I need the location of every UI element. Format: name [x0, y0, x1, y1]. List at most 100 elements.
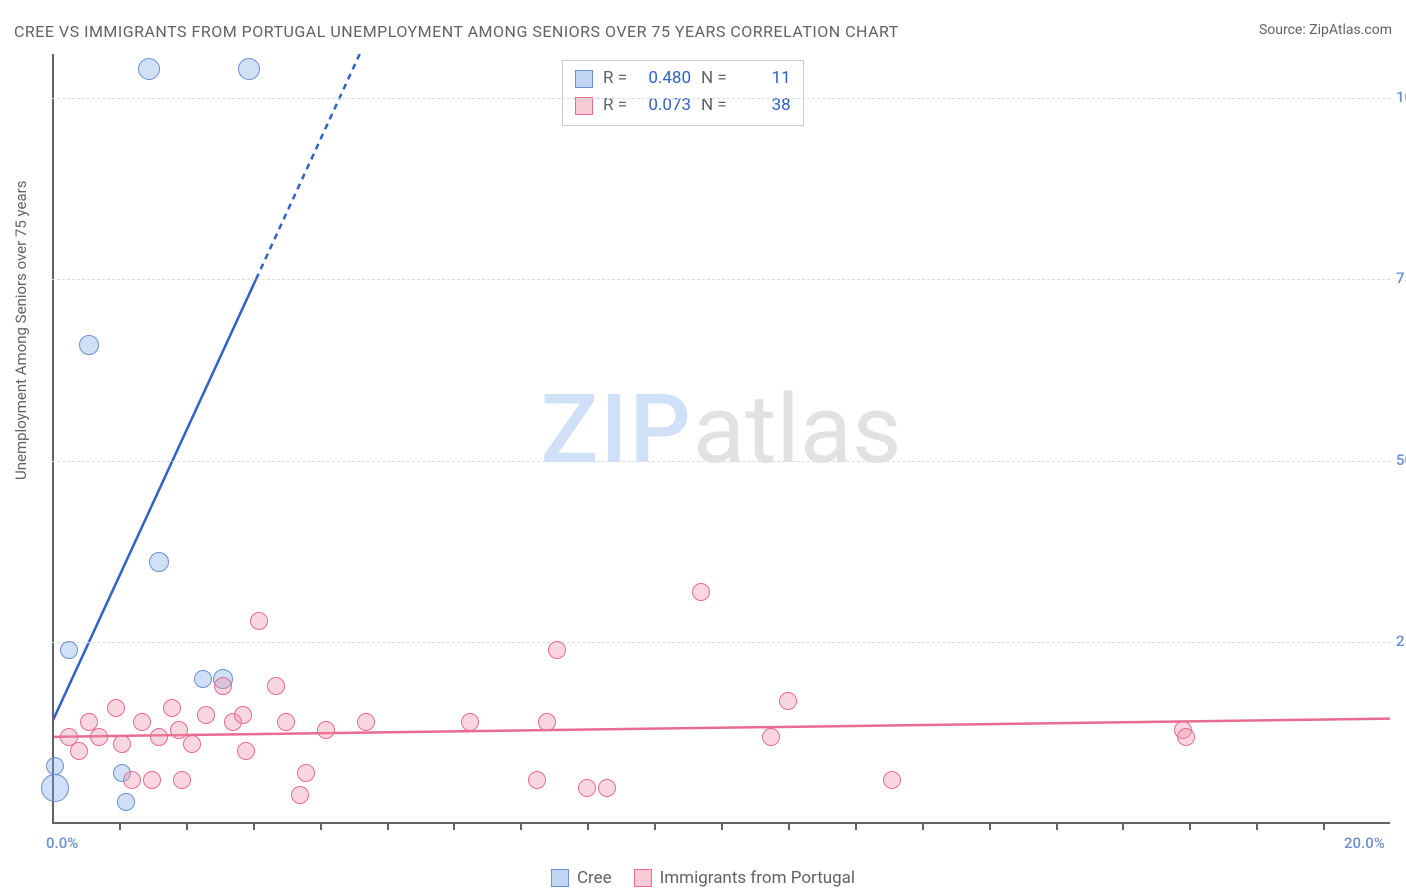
data-point — [170, 721, 188, 739]
n-value: 11 — [737, 65, 791, 92]
source-name: ZipAtlas.com — [1309, 22, 1392, 38]
data-point — [60, 641, 78, 659]
data-point — [163, 699, 181, 717]
legend-label: Cree — [577, 868, 612, 888]
watermark-zip: ZIP — [540, 374, 692, 486]
n-value: 38 — [737, 92, 791, 119]
data-point — [214, 677, 232, 695]
x-tick — [1189, 824, 1191, 830]
x-tick — [320, 824, 322, 830]
gridline — [52, 642, 1390, 643]
data-point — [267, 677, 285, 695]
source-prefix: Source: — [1259, 22, 1309, 38]
data-point — [234, 706, 252, 724]
data-point — [692, 583, 710, 601]
data-point — [578, 779, 596, 797]
data-point — [237, 742, 255, 760]
y-axis-label: Unemployment Among Seniors over 75 years — [12, 181, 30, 480]
watermark-atlas: atlas — [693, 374, 902, 486]
data-point — [90, 728, 108, 746]
x-tick-label: 0.0% — [46, 834, 78, 852]
stats-legend-row: R = 0.073 N = 38 — [575, 92, 791, 119]
scatter-plot: ZIPatlas R = 0.480 N = 11 R = 0.073 N = … — [52, 54, 1390, 824]
trend-line-dashed — [256, 54, 360, 279]
r-value: 0.480 — [637, 65, 691, 92]
data-point — [277, 713, 295, 731]
x-tick — [721, 824, 723, 830]
y-tick-label: 100.0% — [1390, 88, 1406, 106]
x-tick — [520, 824, 522, 830]
x-tick — [1323, 824, 1325, 830]
chart-title: CREE VS IMMIGRANTS FROM PORTUGAL UNEMPLO… — [14, 22, 899, 41]
data-point — [238, 58, 260, 80]
data-point — [291, 786, 309, 804]
data-point — [117, 793, 135, 811]
data-point — [150, 728, 168, 746]
data-point — [762, 728, 780, 746]
n-label: N = — [701, 65, 727, 92]
data-point — [538, 713, 556, 731]
series-legend: Cree Immigrants from Portugal — [551, 868, 855, 888]
gridline — [52, 279, 1390, 280]
legend-swatch-blue — [575, 70, 593, 88]
legend-swatch-blue — [551, 869, 569, 887]
data-point — [138, 58, 160, 80]
x-tick-label: 20.0% — [1344, 834, 1385, 852]
x-tick — [453, 824, 455, 830]
x-tick — [788, 824, 790, 830]
data-point — [250, 612, 268, 630]
stats-legend-row: R = 0.480 N = 11 — [575, 65, 791, 92]
data-point — [528, 771, 546, 789]
data-point — [173, 771, 191, 789]
data-point — [70, 742, 88, 760]
data-point — [1177, 728, 1195, 746]
x-tick — [654, 824, 656, 830]
y-tick-label: 50.0% — [1390, 451, 1406, 469]
gridline — [52, 98, 1390, 99]
source-attribution: Source: ZipAtlas.com — [1259, 22, 1392, 38]
y-axis — [52, 54, 54, 824]
gridline — [52, 461, 1390, 462]
n-label: N = — [701, 92, 727, 119]
legend-item-cree: Cree — [551, 868, 612, 888]
x-tick — [387, 824, 389, 830]
data-point — [183, 735, 201, 753]
data-point — [598, 779, 616, 797]
data-point — [149, 552, 169, 572]
data-point — [357, 713, 375, 731]
data-point — [461, 713, 479, 731]
legend-swatch-pink — [575, 97, 593, 115]
x-tick — [1122, 824, 1124, 830]
data-point — [194, 670, 212, 688]
y-tick-label: 25.0% — [1390, 632, 1406, 650]
data-point — [79, 335, 99, 355]
x-tick — [186, 824, 188, 830]
x-tick — [587, 824, 589, 830]
trend-lines — [52, 54, 1390, 824]
x-tick — [922, 824, 924, 830]
legend-item-portugal: Immigrants from Portugal — [634, 868, 855, 888]
x-tick — [855, 824, 857, 830]
data-point — [133, 713, 151, 731]
data-point — [883, 771, 901, 789]
r-label: R = — [603, 65, 627, 92]
stats-legend: R = 0.480 N = 11 R = 0.073 N = 38 — [562, 60, 804, 126]
x-tick — [119, 824, 121, 830]
data-point — [143, 771, 161, 789]
data-point — [779, 692, 797, 710]
data-point — [41, 774, 69, 802]
x-tick — [253, 824, 255, 830]
data-point — [123, 771, 141, 789]
watermark: ZIPatlas — [540, 374, 901, 486]
legend-label: Immigrants from Portugal — [660, 868, 855, 888]
data-point — [113, 735, 131, 753]
y-tick-label: 75.0% — [1390, 269, 1406, 287]
data-point — [317, 721, 335, 739]
data-point — [548, 641, 566, 659]
x-tick — [989, 824, 991, 830]
x-tick — [1256, 824, 1258, 830]
r-value: 0.073 — [637, 92, 691, 119]
x-tick — [1056, 824, 1058, 830]
data-point — [46, 757, 64, 775]
r-label: R = — [603, 92, 627, 119]
